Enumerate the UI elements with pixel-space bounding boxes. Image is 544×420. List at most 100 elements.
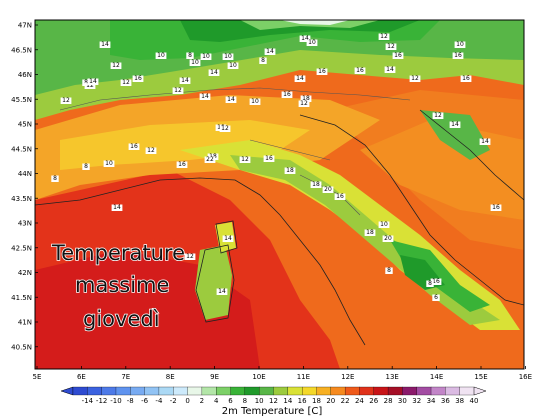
colorbar-segment: [72, 386, 88, 396]
station-value: 16: [134, 75, 142, 82]
colorbar-tick-label: 26: [369, 397, 378, 405]
lat-tick-label: 40.5N: [11, 343, 32, 351]
colorbar-tick-label: 40: [470, 397, 479, 405]
colorbar-tick-label: -12: [96, 397, 107, 405]
station-label-bg: [322, 186, 334, 193]
station-value: 14: [210, 69, 218, 76]
station-label-bg: [334, 193, 346, 200]
station-label-bg: [306, 39, 318, 46]
station-value: 20: [324, 186, 332, 193]
station-value: 8: [428, 280, 432, 287]
station-label-bg: [259, 57, 267, 64]
colorbar-tick-label: 38: [455, 397, 464, 405]
station-label-bg: [264, 48, 276, 55]
station-label-bg: [172, 87, 184, 94]
station-value: 12: [186, 253, 194, 260]
station-label-bg: [392, 52, 404, 59]
station-label-bg: [452, 52, 464, 59]
station-value: 16: [394, 52, 402, 59]
station-value: 10: [380, 221, 388, 228]
station-label-bg: [299, 35, 311, 42]
station-label-bg: [432, 294, 440, 301]
station-value: 12: [300, 100, 308, 107]
station-label-bg: [225, 96, 237, 103]
station-value: 12: [86, 82, 94, 89]
station-value: 18: [312, 181, 320, 188]
station-label-bg: [460, 75, 472, 82]
station-value: 12: [411, 75, 419, 82]
station-value: 14: [386, 66, 394, 73]
station-label-bg: [222, 235, 234, 242]
station-label-bg: [384, 66, 396, 73]
colorbar-tick-label: 0: [185, 397, 189, 405]
colorbar-tick-label: 32: [412, 397, 421, 405]
lat-tick-label: 42N: [18, 269, 32, 277]
colorbar-segment: [459, 386, 475, 396]
lat-tick-label: 43.5N: [11, 195, 32, 203]
colorbar-tick-label: -8: [127, 397, 134, 405]
lat-tick-label: 44.5N: [11, 145, 32, 153]
lat-tick-label: 45.5N: [11, 96, 32, 104]
station-label-bg: [204, 156, 216, 163]
station-value: 14: [89, 78, 97, 85]
longitude-tick-labels: 5E 6E 7E 8E 9E 10E 11E 12E 13E 14E 15E 16E: [33, 366, 532, 381]
colorbar-tick-label: -14: [82, 397, 94, 405]
colorbar-title: 2m Temperature [C]: [222, 406, 323, 417]
station-value: 14: [201, 93, 209, 100]
station-value: 16: [283, 91, 291, 98]
colorbar-segment: [158, 386, 174, 396]
colorbar-segment: [230, 386, 246, 396]
station-value: 14: [181, 77, 189, 84]
lat-tick-label: 44N: [18, 170, 32, 178]
station-label-bg: [219, 125, 231, 132]
lat-tick-label: 42.5N: [11, 244, 32, 252]
colorbar-segment: [259, 386, 274, 396]
colorbar-tick-label: 14: [283, 397, 292, 405]
station-value: 14: [113, 204, 121, 211]
station-label-bg: [479, 138, 491, 145]
station-label-bg: [382, 235, 394, 242]
colorbar-tick-label: 30: [398, 397, 407, 405]
station-label-bg: [110, 62, 122, 69]
station-value: 8: [53, 175, 57, 182]
colorbar-tick-label: -4: [155, 397, 163, 405]
station-value: 16: [336, 193, 344, 200]
station-value: 10: [191, 59, 199, 66]
lon-tick-label: 10E: [252, 373, 265, 381]
station-value: 10: [105, 160, 113, 167]
caption-line-3: giovedì: [83, 307, 160, 331]
colorbar-tick-label: 2: [200, 397, 204, 405]
station-value: 14: [224, 235, 232, 242]
station-label-bg: [378, 221, 390, 228]
station-value: 14: [296, 75, 304, 82]
station-label-bg: [60, 97, 72, 104]
colorbar-tick-label: 20: [326, 397, 335, 405]
station-label-bg: [189, 59, 201, 66]
station-label-bg: [155, 52, 167, 59]
station-value: 12: [147, 147, 155, 154]
station-value: 12: [112, 62, 120, 69]
station-values: 1412108101014101081414101210121616141681…: [51, 33, 502, 301]
lon-tick-label: 12E: [341, 373, 354, 381]
station-label-bg: [208, 69, 220, 76]
station-label-bg: [263, 155, 275, 162]
station-value: 12: [62, 97, 70, 104]
station-value: 12: [387, 43, 395, 50]
station-label-bg: [103, 160, 115, 167]
station-label-bg: [490, 204, 502, 211]
station-value: 10: [229, 62, 237, 69]
station-label-bg: [186, 52, 194, 59]
station-label-bg: [84, 82, 96, 89]
station-label-bg: [249, 98, 261, 105]
station-value: 14: [218, 288, 226, 295]
station-label-bg: [128, 143, 140, 150]
lat-tick-label: 46.5N: [11, 46, 32, 54]
station-value: 18: [366, 229, 374, 236]
colorbar-low-arrow: [60, 386, 74, 396]
station-value: 16: [454, 52, 462, 59]
map-area: 1412108101014101081414101210121616141681…: [35, 20, 524, 369]
station-value: 8: [261, 57, 265, 64]
station-label-bg: [199, 93, 211, 100]
station-value: 12: [174, 87, 182, 94]
lon-tick-label: 5E: [33, 373, 42, 381]
